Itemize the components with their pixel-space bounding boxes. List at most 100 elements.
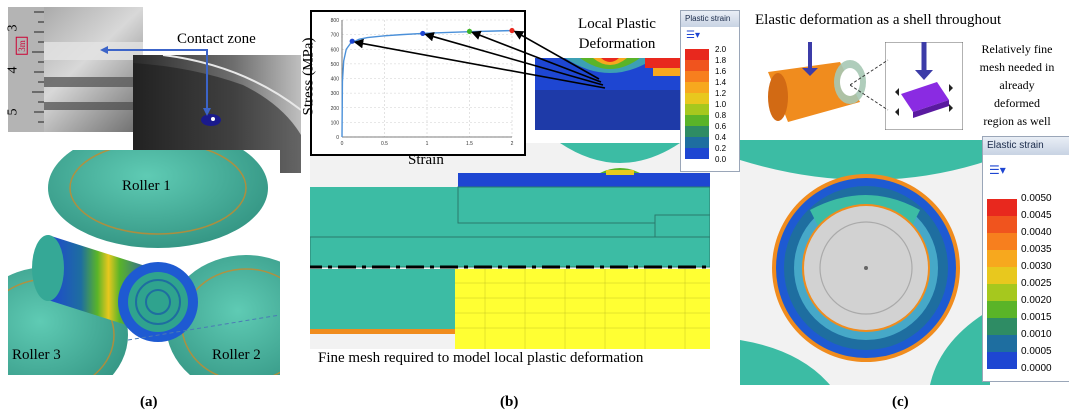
ruler-mark-4: 4	[5, 66, 21, 74]
legend-tick-label: 0.0040	[1021, 227, 1052, 238]
plastic-strain-legend: Plastic strain ☰▾ 2.0 1.8 1.6 1.4 1.2 1.0 0.8 0…	[680, 10, 740, 172]
chart-y-tick-label: 100	[331, 120, 340, 126]
caption-c: (c)	[892, 394, 909, 410]
fine-mesh-note-line-3: already	[999, 78, 1035, 92]
legend-swatch	[685, 93, 709, 104]
chart-x-tick-label: 1	[426, 141, 429, 147]
legend-tick-label: 0.0035	[1021, 244, 1052, 255]
chart-x-label: Strain	[408, 152, 444, 168]
legend-tick-label: 0.8	[715, 111, 727, 120]
cross-section-view	[310, 143, 710, 383]
chart-x-tick-label: 0.5	[381, 141, 388, 147]
chart-plot: 0 100 200 300 400 500 600 700 800 0 0.5 1 1.5 2	[331, 18, 515, 147]
panel-b: Fine mesh required to model local plasti…	[300, 0, 740, 415]
plastic-legend-swatches	[685, 49, 709, 159]
chart-y-tick-label: 800	[331, 18, 340, 24]
legend-palette-icon[interactable]: ☰▾	[686, 30, 700, 41]
legend-swatch	[685, 60, 709, 71]
local-plastic-inset	[535, 58, 685, 130]
legend-swatch	[685, 137, 709, 148]
element-inset	[885, 42, 963, 130]
legend-tick-label: 1.8	[715, 56, 727, 65]
legend-swatch	[987, 318, 1017, 335]
legend-swatch	[685, 49, 709, 60]
chart-y-tick-label: 400	[331, 77, 340, 83]
stress-strain-chart: 0 100 200 300 400 500 600 700 800 0 0.5 1 1.5 2	[310, 10, 526, 156]
legend-tick-label: 0.0005	[1021, 346, 1052, 357]
chart-marker-point	[466, 28, 473, 35]
fine-mesh-note-line-1: Relatively fine	[981, 42, 1053, 56]
legend-tick-label: 1.6	[715, 67, 727, 76]
legend-tick-label: 0.0020	[1021, 295, 1052, 306]
legend-tick-label: 1.2	[715, 89, 727, 98]
tube-shell-inset	[750, 42, 870, 137]
roller-1-label: Roller 1	[122, 178, 171, 194]
chart-y-tick-label: 500	[331, 62, 340, 68]
fine-mesh-note: Relatively fine mesh needed in already d…	[966, 40, 1068, 130]
legend-swatch	[987, 233, 1017, 250]
fine-mesh-note-line-5: region as well	[983, 114, 1051, 128]
legend-swatch	[685, 71, 709, 82]
legend-swatch	[685, 148, 709, 159]
legend-swatch	[685, 82, 709, 93]
legend-tick-label: 0.2	[715, 144, 727, 153]
chart-x-tick-label: 1.5	[466, 141, 473, 147]
legend-swatch	[987, 284, 1017, 301]
caption-b: (b)	[500, 394, 519, 410]
contact-zone-label: Contact zone	[177, 31, 256, 47]
inset-connector	[850, 59, 889, 111]
ruler-photo	[8, 7, 143, 132]
ruler-mark-5: 5	[5, 108, 21, 116]
legend-tick-label: 0.0025	[1021, 278, 1052, 289]
legend-tick-label: 1.0	[715, 100, 727, 109]
chart-y-label: Stress (MPa)	[300, 37, 317, 116]
legend-tick-label: 0.6	[715, 122, 727, 131]
legend-swatch	[987, 335, 1017, 352]
roller-assembly	[8, 150, 280, 375]
chart-y-tick-label: 600	[331, 47, 340, 53]
plastic-legend-ticks: 2.0 1.8 1.6 1.4 1.2 1.0 0.8 0.6 0.4 0.2 0.0	[715, 45, 737, 165]
chart-marker-point	[349, 38, 355, 44]
legend-tick-label: 0.0030	[1021, 261, 1052, 272]
legend-swatch	[987, 301, 1017, 318]
legend-swatch	[685, 126, 709, 137]
panel-c: Elastic deformation as a shell throughou…	[740, 0, 1069, 415]
legend-tick-label: 0.0000	[1021, 363, 1052, 374]
elastic-legend-palette-icon[interactable]: ☰▾	[989, 163, 1006, 177]
local-plastic-title: Local Plastic Deformation	[578, 16, 656, 52]
elastic-legend-ticks: 0.0050 0.0045 0.0040 0.0035 0.0030 0.0025 0.00…	[1021, 193, 1065, 375]
caption-a: (a)	[140, 394, 158, 410]
chart-marker-point	[509, 27, 515, 34]
legend-tick-label: 1.4	[715, 78, 727, 87]
legend-tick-label: 2.0	[715, 45, 727, 54]
legend-tick-label: 0.0045	[1021, 210, 1052, 221]
chart-series-line	[341, 29, 513, 138]
legend-swatch	[987, 216, 1017, 233]
chart-marker-point	[420, 30, 426, 37]
panel-a: 3m 3 4 5 Contact zone	[0, 0, 301, 415]
legend-swatch	[987, 199, 1017, 216]
chart-x-tick-label: 0	[341, 141, 344, 147]
legend-tick-label: 0.0050	[1021, 193, 1052, 204]
fine-mesh-caption: Fine mesh required to model local plasti…	[318, 350, 644, 366]
legend-swatch	[685, 115, 709, 126]
legend-tick-label: 0.4	[715, 133, 727, 142]
legend-swatch	[987, 250, 1017, 267]
elastic-strain-legend: Elastic strain ☰▾ 0.0050 0.0045 0.0040 0.00…	[982, 136, 1069, 382]
chart-x-tick-label: 2	[511, 141, 514, 147]
chart-y-tick-label: 300	[331, 91, 340, 97]
roller-2-label: Roller 2	[212, 347, 261, 363]
chart-y-tick-label: 0	[336, 135, 339, 141]
chart-y-tick-label: 700	[331, 33, 340, 39]
ruler-badge: 3m	[15, 37, 28, 55]
ruler-mark-3: 3	[5, 24, 21, 32]
roller-3-label: Roller 3	[12, 347, 61, 363]
legend-tick-label: 0.0010	[1021, 329, 1052, 340]
legend-swatch	[685, 104, 709, 115]
elastic-legend-title: Elastic strain	[983, 137, 1069, 155]
contact-zone-arrow	[100, 46, 211, 116]
legend-swatch	[987, 267, 1017, 284]
fine-mesh-note-line-4: deformed	[994, 96, 1040, 110]
chart-y-tick-label: 200	[331, 106, 340, 112]
legend-tick-label: 0.0	[715, 155, 727, 164]
